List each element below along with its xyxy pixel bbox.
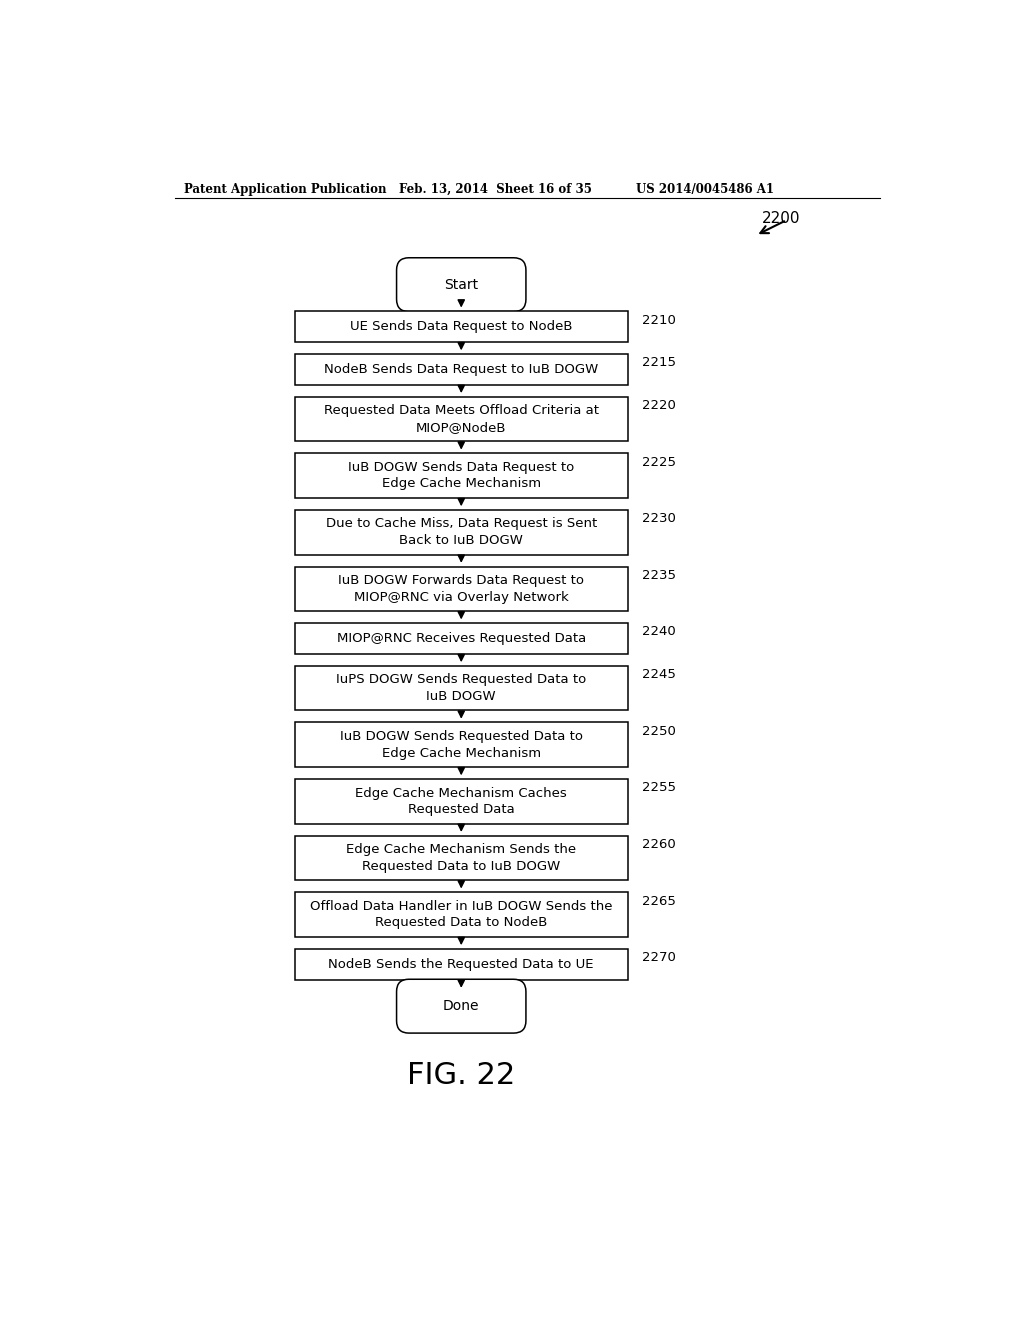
FancyBboxPatch shape (295, 623, 628, 653)
Text: NodeB Sends the Requested Data to UE: NodeB Sends the Requested Data to UE (329, 958, 594, 970)
Text: 2240: 2240 (642, 626, 676, 639)
Text: Edge Cache Mechanism Caches
Requested Data: Edge Cache Mechanism Caches Requested Da… (355, 787, 567, 816)
Text: 2260: 2260 (642, 838, 676, 851)
FancyBboxPatch shape (295, 722, 628, 767)
FancyBboxPatch shape (295, 892, 628, 937)
Text: 2225: 2225 (642, 455, 676, 469)
Text: 2250: 2250 (642, 725, 676, 738)
FancyBboxPatch shape (295, 354, 628, 385)
FancyBboxPatch shape (295, 949, 628, 979)
Text: 2230: 2230 (642, 512, 676, 525)
Text: IuB DOGW Sends Data Request to
Edge Cache Mechanism: IuB DOGW Sends Data Request to Edge Cach… (348, 461, 574, 491)
FancyBboxPatch shape (295, 312, 628, 342)
Text: FIG. 22: FIG. 22 (408, 1061, 515, 1090)
Text: Offload Data Handler in IuB DOGW Sends the
Requested Data to NodeB: Offload Data Handler in IuB DOGW Sends t… (310, 900, 612, 929)
Text: Requested Data Meets Offload Criteria at
MIOP@NodeB: Requested Data Meets Offload Criteria at… (324, 404, 599, 434)
Text: 2255: 2255 (642, 781, 676, 795)
Text: NodeB Sends Data Request to IuB DOGW: NodeB Sends Data Request to IuB DOGW (325, 363, 598, 376)
Text: IuB DOGW Forwards Data Request to
MIOP@RNC via Overlay Network: IuB DOGW Forwards Data Request to MIOP@R… (338, 574, 585, 603)
Text: 2245: 2245 (642, 668, 676, 681)
Text: 2235: 2235 (642, 569, 676, 582)
Text: 2200: 2200 (762, 211, 801, 226)
Text: 2210: 2210 (642, 314, 676, 326)
Text: MIOP@RNC Receives Requested Data: MIOP@RNC Receives Requested Data (337, 632, 586, 645)
Text: 2270: 2270 (642, 952, 676, 964)
Text: Patent Application Publication: Patent Application Publication (183, 183, 386, 197)
FancyBboxPatch shape (295, 453, 628, 498)
Text: US 2014/0045486 A1: US 2014/0045486 A1 (636, 183, 773, 197)
Text: Done: Done (443, 999, 479, 1014)
FancyBboxPatch shape (396, 257, 526, 312)
Text: UE Sends Data Request to NodeB: UE Sends Data Request to NodeB (350, 321, 572, 333)
Text: 2220: 2220 (642, 399, 676, 412)
Text: IuB DOGW Sends Requested Data to
Edge Cache Mechanism: IuB DOGW Sends Requested Data to Edge Ca… (340, 730, 583, 759)
FancyBboxPatch shape (295, 779, 628, 824)
FancyBboxPatch shape (295, 836, 628, 880)
Text: IuPS DOGW Sends Requested Data to
IuB DOGW: IuPS DOGW Sends Requested Data to IuB DO… (336, 673, 587, 704)
FancyBboxPatch shape (295, 510, 628, 554)
Text: 2215: 2215 (642, 356, 676, 370)
FancyBboxPatch shape (295, 665, 628, 710)
FancyBboxPatch shape (295, 397, 628, 441)
FancyBboxPatch shape (396, 979, 526, 1034)
Text: Edge Cache Mechanism Sends the
Requested Data to IuB DOGW: Edge Cache Mechanism Sends the Requested… (346, 843, 577, 873)
Text: Due to Cache Miss, Data Request is Sent
Back to IuB DOGW: Due to Cache Miss, Data Request is Sent … (326, 517, 597, 546)
Text: Start: Start (444, 277, 478, 292)
Text: Feb. 13, 2014  Sheet 16 of 35: Feb. 13, 2014 Sheet 16 of 35 (399, 183, 592, 197)
FancyBboxPatch shape (295, 566, 628, 611)
Text: 2265: 2265 (642, 895, 676, 908)
